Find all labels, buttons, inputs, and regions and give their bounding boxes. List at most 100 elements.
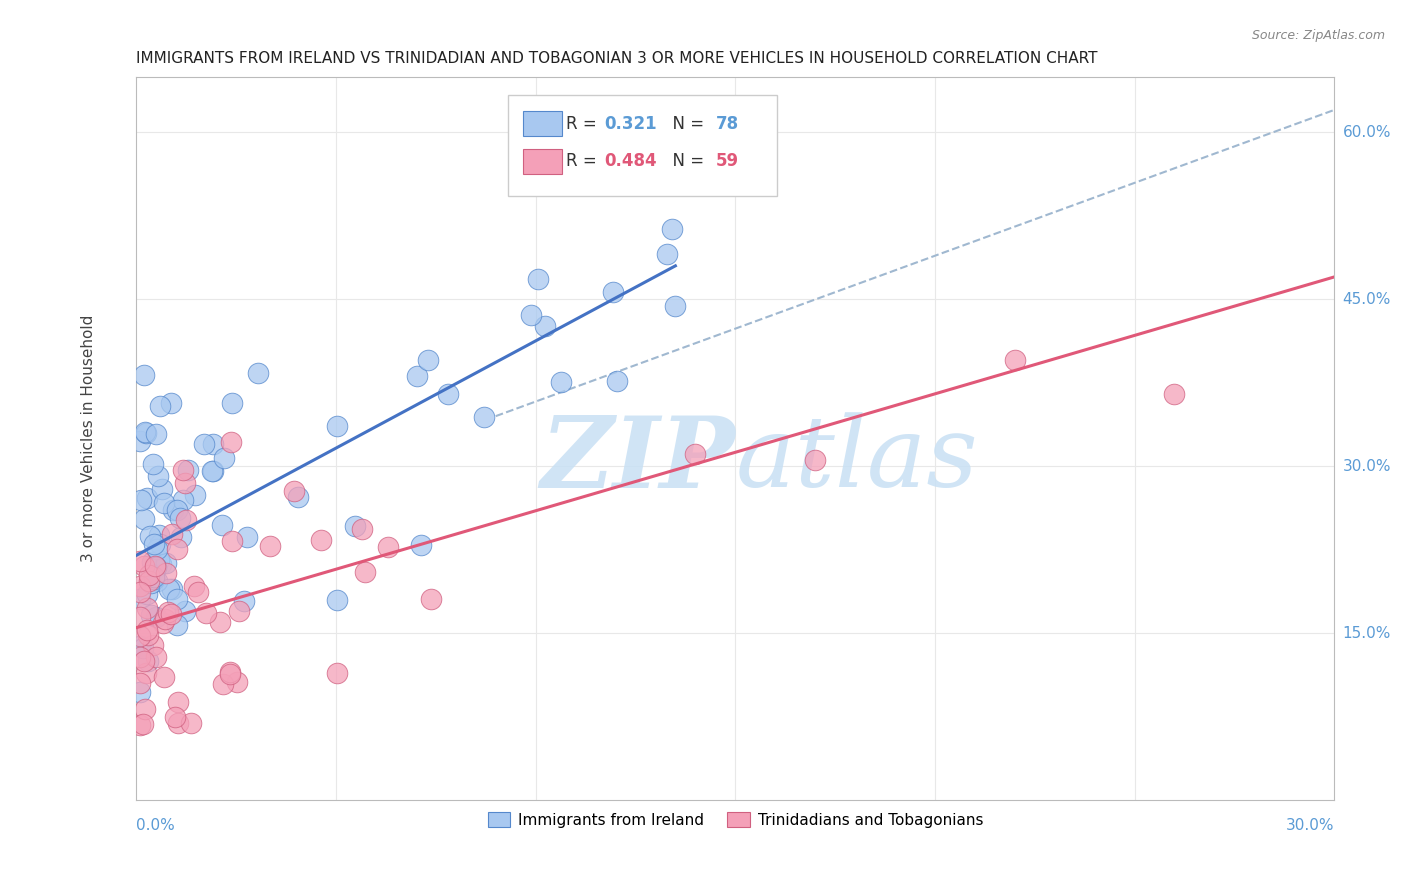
Point (259, 539, 281, 553)
FancyBboxPatch shape (508, 95, 778, 196)
Point (211, 517, 233, 532)
Point (129, 434, 152, 448)
Point (172, 492, 194, 507)
Text: 78: 78 (716, 114, 740, 133)
Text: 0.0%: 0.0% (136, 818, 176, 833)
Point (533, 318, 555, 333)
Point (166, 618, 188, 632)
Point (664, 300, 686, 314)
Point (219, 434, 242, 449)
Point (325, 593, 347, 607)
Point (218, 665, 240, 680)
Point (247, 366, 270, 380)
Point (287, 490, 309, 504)
Point (138, 567, 160, 582)
Point (170, 530, 193, 544)
Point (655, 247, 678, 261)
Point (180, 716, 202, 731)
Point (208, 615, 231, 630)
Point (129, 639, 152, 653)
Point (221, 396, 243, 410)
Point (136, 601, 159, 615)
FancyBboxPatch shape (523, 112, 561, 136)
Point (157, 582, 180, 596)
Text: R =: R = (567, 114, 602, 133)
Point (420, 591, 443, 606)
Point (160, 582, 183, 596)
Point (129, 684, 152, 698)
Point (183, 488, 205, 502)
Point (526, 272, 548, 286)
Point (173, 604, 195, 618)
Point (132, 512, 155, 526)
Point (195, 606, 218, 620)
Text: 3 or more Vehicles in Household: 3 or more Vehicles in Household (82, 315, 96, 562)
Point (201, 464, 224, 478)
Point (134, 425, 156, 439)
Point (174, 512, 197, 526)
Point (129, 610, 152, 624)
Point (183, 579, 205, 593)
Point (141, 566, 163, 581)
Point (377, 541, 399, 555)
Point (212, 677, 235, 691)
Text: N =: N = (662, 114, 710, 133)
Point (602, 285, 624, 300)
Text: IMMIGRANTS FROM IRELAND VS TRINIDADIAN AND TOBAGONIAN 3 OR MORE VEHICLES IN HOUS: IMMIGRANTS FROM IRELAND VS TRINIDADIAN A… (136, 51, 1098, 66)
Point (145, 560, 167, 574)
Point (149, 400, 172, 414)
Point (606, 375, 628, 389)
Point (138, 654, 160, 668)
Point (129, 718, 152, 732)
Point (228, 604, 250, 618)
Point (142, 569, 165, 583)
Point (472, 409, 495, 424)
Point (132, 640, 155, 655)
Point (148, 553, 170, 567)
Point (129, 676, 152, 690)
Point (135, 666, 157, 681)
Point (142, 638, 165, 652)
Point (353, 566, 375, 580)
Point (139, 607, 162, 622)
Point (145, 541, 167, 556)
Point (142, 457, 165, 471)
Point (550, 376, 572, 390)
Point (146, 469, 169, 483)
Point (218, 666, 240, 681)
Point (172, 463, 194, 477)
Text: 0.321: 0.321 (605, 114, 658, 133)
Point (326, 666, 349, 681)
Point (136, 628, 159, 642)
Point (129, 579, 152, 593)
Point (146, 574, 169, 588)
Point (804, 453, 827, 467)
Text: 30.0%: 30.0% (1285, 818, 1334, 833)
Point (437, 386, 460, 401)
Point (134, 654, 156, 668)
Point (141, 576, 163, 591)
Point (177, 463, 200, 477)
Point (148, 528, 170, 542)
Point (1163, 387, 1185, 401)
Point (163, 710, 186, 724)
Point (162, 503, 184, 517)
Point (159, 396, 181, 410)
Point (283, 484, 305, 499)
Text: N =: N = (662, 153, 710, 170)
Text: ZIP: ZIP (540, 412, 735, 508)
Point (142, 537, 165, 551)
Point (201, 464, 224, 478)
Point (1004, 353, 1026, 368)
Point (157, 606, 180, 620)
Point (202, 437, 225, 451)
Point (132, 368, 155, 383)
Point (134, 701, 156, 715)
Point (150, 557, 173, 571)
Point (212, 451, 235, 466)
Point (221, 533, 243, 548)
Point (152, 496, 174, 510)
Point (661, 222, 683, 236)
Point (145, 610, 167, 624)
Point (138, 574, 160, 589)
